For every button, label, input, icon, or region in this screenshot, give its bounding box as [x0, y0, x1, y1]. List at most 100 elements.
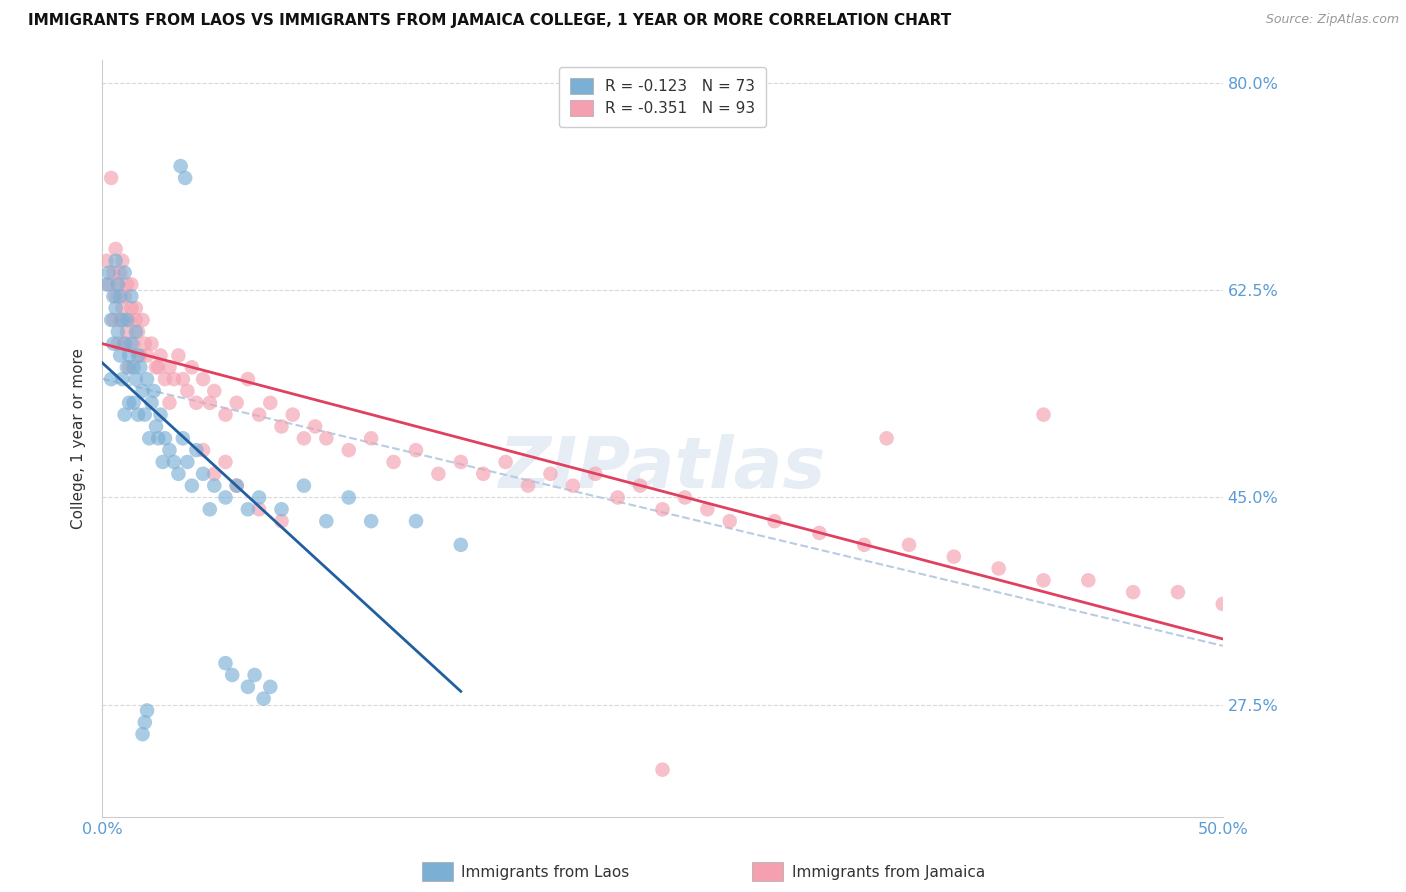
Point — [225, 478, 247, 492]
Point — [104, 253, 127, 268]
Point — [125, 372, 148, 386]
Point — [111, 313, 134, 327]
Point — [763, 514, 786, 528]
Point — [131, 727, 153, 741]
Point — [606, 491, 628, 505]
Point — [1032, 408, 1054, 422]
Point — [225, 396, 247, 410]
Point — [191, 467, 214, 481]
Point — [148, 360, 170, 375]
Point — [696, 502, 718, 516]
Point — [115, 277, 138, 292]
Point — [450, 538, 472, 552]
Point — [107, 277, 129, 292]
Point — [108, 289, 131, 303]
Point — [167, 467, 190, 481]
Point — [136, 704, 159, 718]
Point — [360, 514, 382, 528]
Legend: R = -0.123   N = 73, R = -0.351   N = 93: R = -0.123 N = 73, R = -0.351 N = 93 — [560, 67, 766, 127]
Point — [131, 384, 153, 398]
Point — [125, 325, 148, 339]
Point — [103, 289, 125, 303]
Point — [198, 502, 221, 516]
Point — [159, 443, 181, 458]
Point — [898, 538, 921, 552]
Point — [159, 396, 181, 410]
Point — [202, 478, 225, 492]
Point — [538, 467, 561, 481]
Point — [152, 455, 174, 469]
Point — [236, 372, 259, 386]
Point — [176, 455, 198, 469]
Point — [270, 419, 292, 434]
Point — [583, 467, 606, 481]
Point — [125, 313, 148, 327]
Point — [561, 478, 583, 492]
Point — [191, 372, 214, 386]
Point — [103, 313, 125, 327]
Point — [808, 526, 831, 541]
Point — [131, 313, 153, 327]
Point — [125, 301, 148, 315]
Y-axis label: College, 1 year or more: College, 1 year or more — [72, 348, 86, 529]
Point — [315, 431, 337, 445]
Point — [136, 348, 159, 362]
Point — [1167, 585, 1189, 599]
Point — [104, 289, 127, 303]
Point — [243, 668, 266, 682]
Point — [292, 478, 315, 492]
Point — [114, 336, 136, 351]
Point — [472, 467, 495, 481]
Point — [97, 266, 120, 280]
Point — [96, 253, 118, 268]
Point — [115, 313, 138, 327]
Point — [153, 372, 176, 386]
Point — [651, 502, 673, 516]
Point — [259, 680, 281, 694]
Point — [122, 360, 145, 375]
Point — [145, 360, 167, 375]
Point — [118, 360, 141, 375]
Point — [337, 443, 360, 458]
Point — [495, 455, 517, 469]
Point — [96, 277, 118, 292]
Point — [169, 159, 191, 173]
Point — [108, 348, 131, 362]
Point — [718, 514, 741, 528]
Point — [136, 372, 159, 386]
Point — [120, 336, 142, 351]
Point — [120, 289, 142, 303]
Point — [315, 514, 337, 528]
Point — [114, 408, 136, 422]
Point — [270, 502, 292, 516]
Point — [108, 266, 131, 280]
Point — [202, 467, 225, 481]
Point — [114, 266, 136, 280]
Point — [172, 372, 194, 386]
Point — [122, 336, 145, 351]
Point — [100, 313, 122, 327]
Point — [107, 325, 129, 339]
Point — [118, 396, 141, 410]
Point — [1212, 597, 1234, 611]
Point — [405, 514, 427, 528]
Point — [270, 514, 292, 528]
Point — [942, 549, 965, 564]
Point — [127, 348, 149, 362]
Point — [167, 348, 190, 362]
Point — [142, 384, 165, 398]
Point — [281, 408, 304, 422]
Point — [180, 360, 202, 375]
Point — [236, 680, 259, 694]
Point — [127, 325, 149, 339]
Point — [127, 408, 149, 422]
Point — [120, 301, 142, 315]
Point — [100, 372, 122, 386]
Point — [114, 336, 136, 351]
Point — [247, 502, 270, 516]
Point — [129, 348, 152, 362]
Point — [108, 313, 131, 327]
Point — [214, 455, 236, 469]
Point — [153, 431, 176, 445]
Point — [118, 313, 141, 327]
